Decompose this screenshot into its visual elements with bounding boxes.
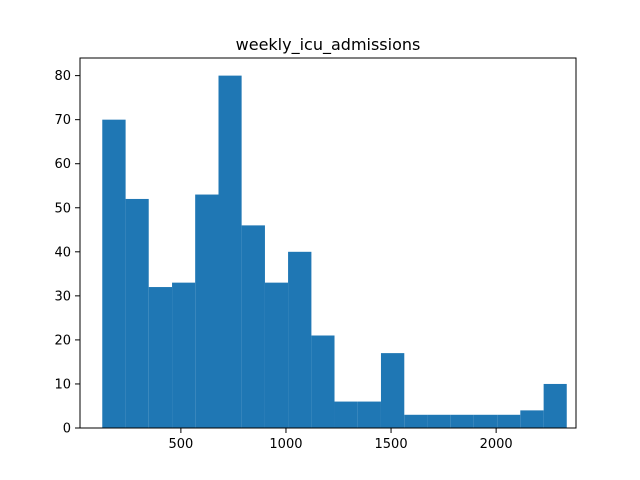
histogram-bar bbox=[148, 287, 173, 428]
histogram-bar bbox=[427, 414, 451, 428]
histogram-bar bbox=[543, 383, 567, 428]
x-tick-label: 1000 bbox=[269, 437, 302, 452]
y-tick-label: 20 bbox=[54, 333, 71, 348]
histogram-bar bbox=[450, 414, 474, 428]
histogram-bar bbox=[404, 414, 428, 428]
bars-group bbox=[102, 75, 567, 429]
x-tick-label: 2000 bbox=[480, 437, 513, 452]
histogram-bar bbox=[172, 282, 196, 428]
histogram-bar bbox=[288, 251, 312, 428]
x-tick-label: 500 bbox=[168, 437, 193, 452]
y-tick-label: 70 bbox=[54, 113, 71, 128]
y-tick-label: 0 bbox=[63, 422, 71, 437]
chart-title: weekly_icu_admissions bbox=[236, 35, 421, 55]
x-tick-label: 1500 bbox=[375, 437, 408, 452]
y-tick-label: 40 bbox=[54, 245, 71, 260]
x-axis: 500 1000 1500 2000 bbox=[168, 428, 513, 452]
histogram-bar bbox=[520, 410, 544, 428]
histogram-bar bbox=[357, 401, 381, 428]
histogram-bar bbox=[241, 225, 265, 428]
histogram-bar bbox=[125, 198, 149, 428]
histogram-bar bbox=[497, 414, 521, 428]
y-tick-label: 10 bbox=[54, 377, 71, 392]
histogram-bar bbox=[380, 353, 405, 428]
histogram-bar bbox=[102, 119, 126, 429]
histogram-bar bbox=[311, 335, 335, 428]
histogram-bar bbox=[473, 414, 498, 428]
y-tick-label: 80 bbox=[54, 69, 71, 84]
y-tick-label: 60 bbox=[54, 157, 71, 172]
y-axis: 0 10 20 30 40 50 60 70 80 bbox=[54, 69, 80, 437]
plot-frame bbox=[79, 57, 577, 429]
y-tick-label: 30 bbox=[54, 289, 71, 304]
histogram-bar bbox=[195, 194, 219, 428]
histogram-bar bbox=[264, 282, 289, 428]
y-tick-label: 50 bbox=[54, 201, 71, 216]
histogram-bar bbox=[218, 75, 242, 428]
histogram-bar bbox=[334, 401, 358, 428]
